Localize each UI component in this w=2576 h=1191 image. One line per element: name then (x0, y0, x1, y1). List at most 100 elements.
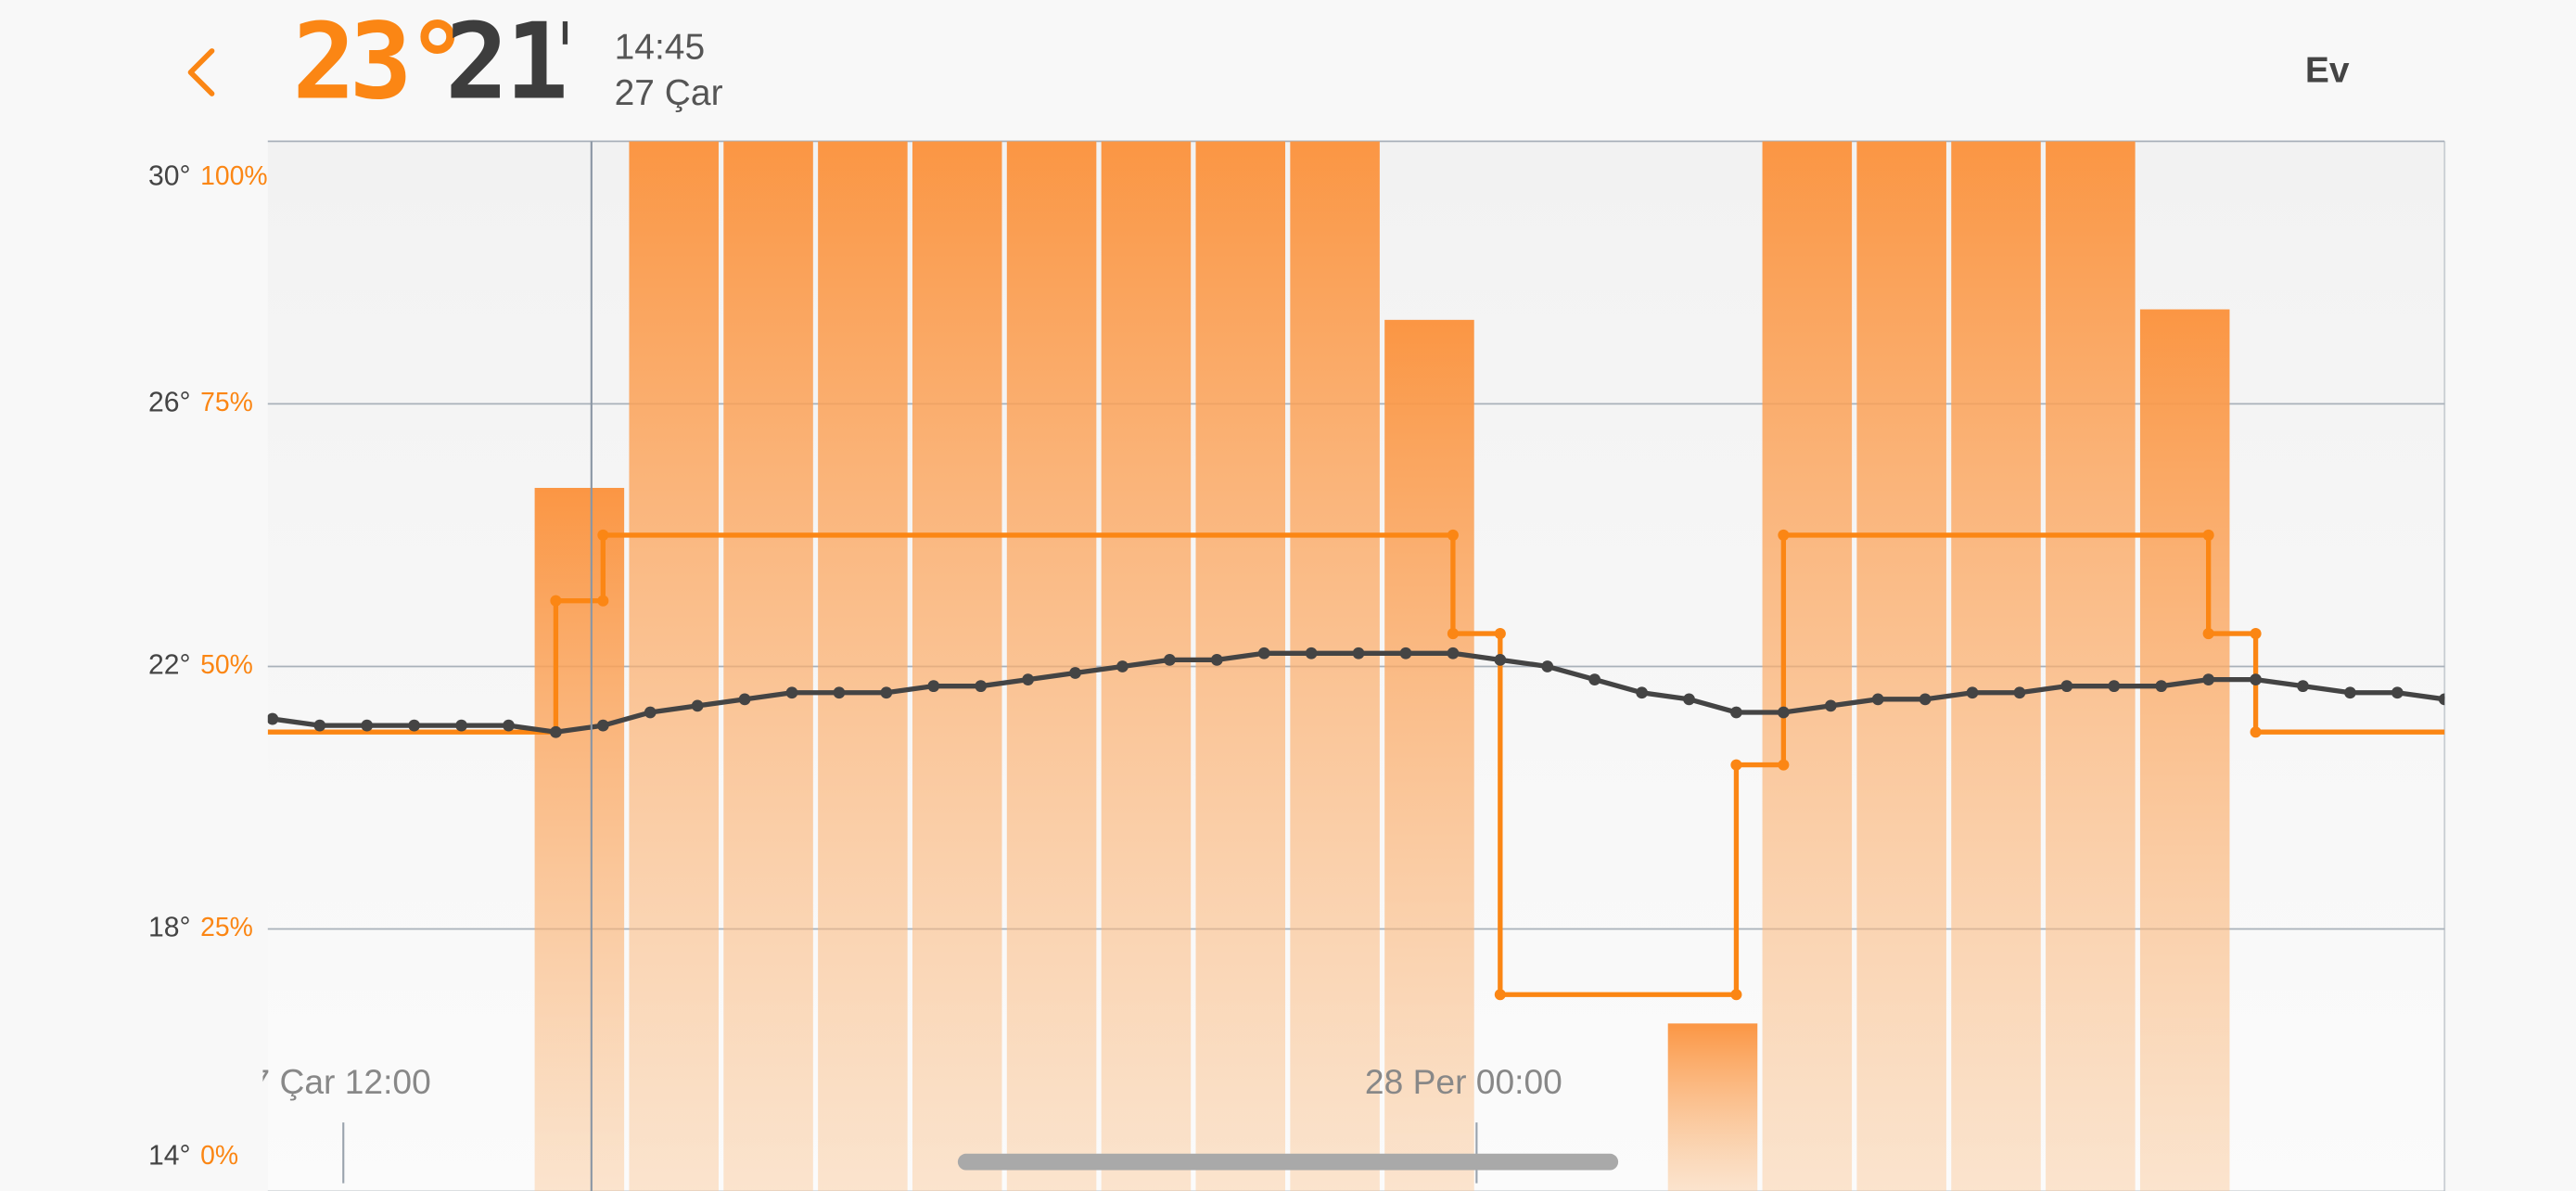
temperature-dot (738, 693, 751, 706)
temperature-dot (596, 719, 609, 732)
setpoint-dot (1730, 989, 1742, 1001)
y-tick-label: 30° (148, 160, 191, 191)
temperature-dot (1588, 673, 1601, 685)
temperature-dot (1210, 653, 1223, 666)
heating-bar (1384, 319, 1474, 1191)
temperature-dot (1919, 693, 1932, 706)
y-axis: 14° 18° 22° 26° 30° 0% 25% 50% 75% 100% (148, 160, 268, 1171)
heating-bar (1856, 141, 1946, 1191)
setpoint-dot (1447, 529, 1459, 541)
temperature-dot (1871, 693, 1884, 706)
setpoint-dot (1494, 989, 1506, 1001)
scrollbar[interactable] (957, 1153, 1619, 1171)
y2-tick-label: 0% (200, 1141, 238, 1171)
temperature-dot (1116, 660, 1129, 672)
temperature-dot (1022, 673, 1034, 685)
date: 27 Çar (615, 73, 723, 113)
temperature-dot (313, 719, 326, 732)
y-tick-label: 18° (148, 912, 191, 942)
temperature-dot (2060, 680, 2073, 693)
time: 14:45 (615, 27, 706, 67)
heating-bar (1762, 141, 1853, 1191)
setpoint-dot (1778, 759, 1790, 771)
temperature-dot (1305, 647, 1318, 660)
temperature-dot (1399, 647, 1412, 660)
setpoint-dot (2250, 726, 2262, 738)
temperature-dot (361, 719, 374, 732)
y-tick-label: 26° (148, 387, 191, 417)
temperature-dot (785, 686, 798, 699)
setpoint-dot (2202, 628, 2214, 640)
temperature-dot (2108, 680, 2121, 693)
temperature-dot (2438, 693, 2445, 706)
x-axis: 27 Çar 12:00 28 Per 00:00 (232, 1062, 1562, 1184)
temperature-dot (2155, 680, 2168, 693)
setpoint-dot (2202, 529, 2214, 541)
temperature-dot (1683, 693, 1695, 706)
heating-bar (534, 487, 625, 1191)
temperature-dot (880, 686, 893, 699)
heating-bar (1195, 141, 1286, 1191)
setpoint-line (267, 532, 2445, 997)
current-temperature: 23° (292, 1, 463, 123)
location[interactable]: Ev (2305, 50, 2350, 90)
temperature-dot (1069, 667, 1081, 679)
x-tick-label: 27 Çar 12:00 (232, 1062, 431, 1101)
temperature-dot (975, 680, 988, 693)
temperature-dot (2013, 686, 2026, 699)
y2-tick-label: 50% (200, 650, 253, 680)
setpoint-dot (2250, 628, 2262, 640)
temperature-dot (1777, 706, 1790, 719)
plot (267, 141, 2445, 1191)
temperature-dot (927, 680, 940, 693)
heating-bar (1667, 1023, 1758, 1191)
setpoint-dot (1447, 628, 1459, 640)
temperature-dot (408, 719, 421, 732)
temperature-dot (2391, 686, 2404, 699)
temperature-dot (1257, 647, 1270, 660)
temperature-dot (1824, 699, 1837, 712)
temperature-dot (503, 719, 515, 732)
temperature-dot (2344, 686, 2356, 699)
temperature-dot (1730, 706, 1742, 719)
heating-bar (912, 141, 1002, 1191)
target-temperature: 21 (445, 1, 565, 123)
temperature-dot (1164, 653, 1176, 666)
setpoint-dot (550, 595, 562, 607)
temperature-dot (1447, 647, 1460, 660)
heating-bar (629, 141, 719, 1191)
heating-bar (2139, 309, 2230, 1191)
setpoint-dot (597, 595, 609, 607)
temperature-dot (1352, 647, 1365, 660)
y-tick-label: 14° (148, 1140, 191, 1171)
temperature-dot (455, 719, 467, 732)
setpoint-dot (1730, 759, 1742, 771)
temperature-dot (1494, 653, 1507, 666)
temperature-dot (1636, 686, 1648, 699)
temperature-dot (550, 725, 562, 738)
temperature-dot (267, 712, 279, 725)
back-button[interactable] (187, 48, 215, 96)
temperature-dot (833, 686, 846, 699)
heating-bar (723, 141, 813, 1191)
temperature-dot (644, 706, 657, 719)
y2-tick-label: 100% (200, 161, 267, 191)
y2-tick-label: 25% (200, 913, 253, 942)
setpoint-dot (597, 529, 609, 541)
heating-bar (818, 141, 908, 1191)
y2-tick-label: 75% (200, 388, 253, 417)
temperature-dot (2202, 673, 2215, 685)
heating-bar (2046, 141, 2136, 1191)
y-tick-label: 22° (148, 649, 191, 680)
temperature-dot (691, 699, 704, 712)
setpoint-dot (1778, 529, 1790, 541)
x-tick-label: 28 Per 00:00 (1365, 1062, 1562, 1101)
heating-bar (1951, 141, 2041, 1191)
temperature-dot (2250, 673, 2262, 685)
heating-bar (1006, 141, 1097, 1191)
temperature-dot (1541, 660, 1554, 672)
temperature-dot (2297, 680, 2309, 693)
heating-bar (1290, 141, 1380, 1191)
